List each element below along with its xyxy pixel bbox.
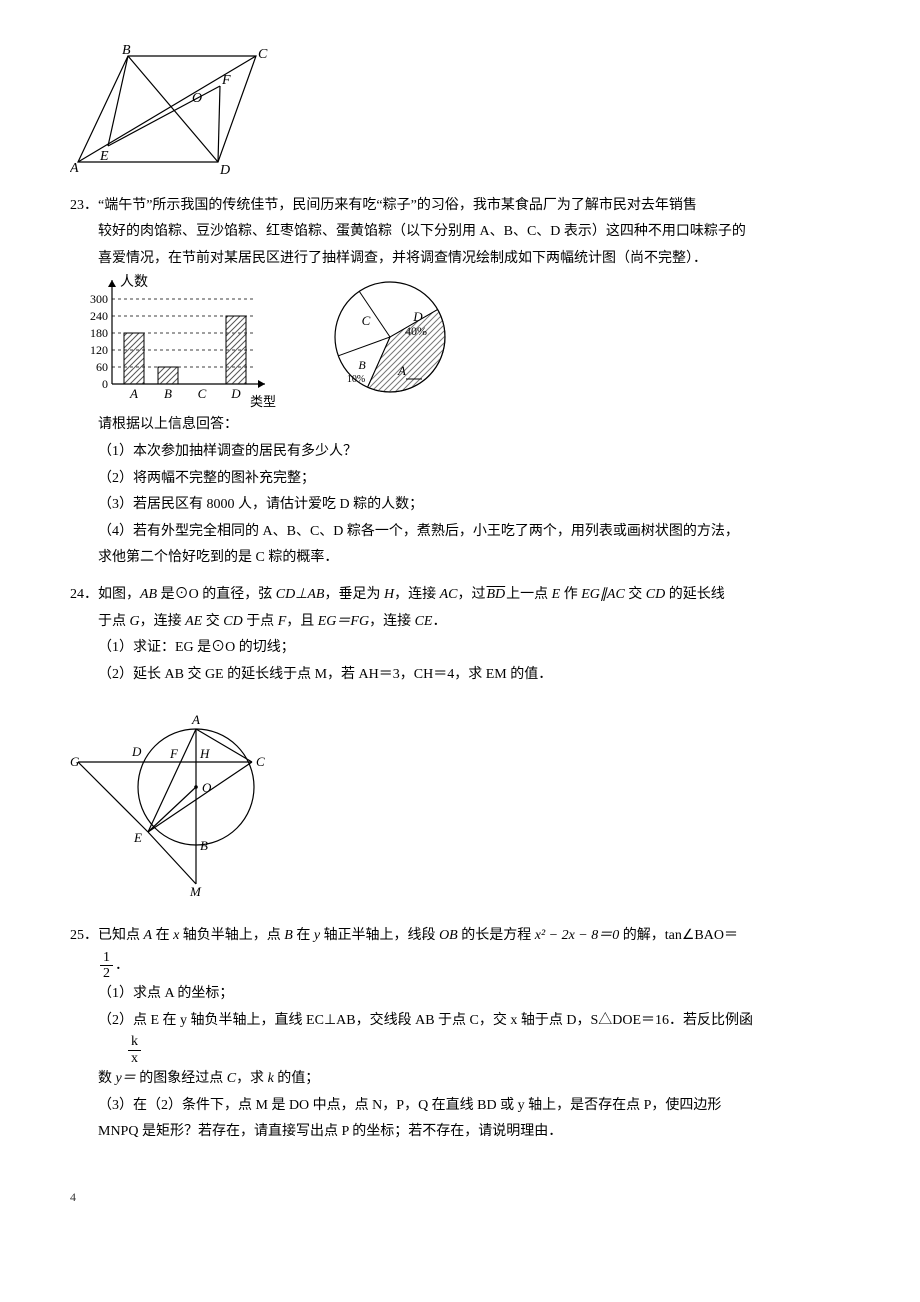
label-E: E [99,149,109,164]
ytick-240: 240 [90,309,108,323]
lbl-B: B [200,838,208,853]
frac-kx: k x [128,1034,141,1066]
problem-23: 23．“端午节”所示我国的传统佳节，民间历来有吃“粽子”的习俗，我市某食品厂为了… [70,193,850,572]
p23-q4b: 求他第二个恰好吃到的是 C 粽的概率． [70,545,850,572]
p23-prompt: 请根据以上信息回答： [70,412,850,439]
bar-xlabel: 类型 [250,394,276,409]
p23-q1: （1）本次参加抽样调查的居民有多少人？ [70,439,850,466]
p25-q2a: （2）点 E 在 y 轴负半轴上，直线 EC⊥AB，交线段 AB 于点 C，交 … [70,1008,850,1035]
p23-num: 23． [70,198,98,213]
pie-C: C [362,313,371,328]
figure-24-svg: A B C D H F E G M O [70,692,280,902]
bar-title: 人数 [120,274,148,290]
p24-num: 24． [70,587,98,602]
page: A B C D E F O 23．“端午节”所示我国的传统佳节，民间历来有吃“粽… [0,0,920,1239]
ytick-120: 120 [90,343,108,357]
lbl-O: O [202,780,212,795]
p23-l2: 较好的肉馅粽、豆沙馅粽、红枣馅粽、蛋黄馅粽（以下分别用 A、B、C、D 表示）这… [70,219,850,246]
label-A: A [70,161,79,174]
lbl-C: C [256,754,265,769]
figure-24: A B C D H F E G M O [70,692,850,913]
lbl-H: H [199,746,210,761]
ytick-0: 0 [102,377,108,391]
pie-chart: D 40% A B 10% C [320,272,470,412]
cat-B: B [164,386,172,401]
p23-l3: 喜爱情况，在节前对某居民区进行了抽样调查，并将调查情况绘制成如下两幅统计图（尚不… [70,246,850,273]
arc-BD: BD [486,587,507,602]
cat-D: D [230,386,241,401]
p23-q3: （3）若居民区有 8000 人，请估计爱吃 D 粽的人数； [70,492,850,519]
label-C: C [258,47,268,62]
p25-num: 25． [70,928,98,943]
p23-l1: “端午节”所示我国的传统佳节，民间历来有吃“粽子”的习俗，我市某食品厂为了解市民… [98,198,697,213]
pie-D: D [412,309,423,324]
p25-q1: （1）求点 A 的坐标； [70,981,850,1008]
figure-22: A B C D E F O [70,44,850,185]
bar-chart: 0 60 120 180 240 300 A B C [80,272,280,412]
page-number: 4 [70,1186,850,1209]
lbl-G: G [70,754,80,769]
charts-row: 0 60 120 180 240 300 A B C [70,272,850,412]
pie-A: A [397,363,406,378]
cat-A: A [129,386,138,401]
lbl-E: E [133,830,142,845]
lbl-D: D [131,744,142,759]
ytick-300: 300 [90,292,108,306]
p23-q2: （2）将两幅不完整的图补充完整； [70,466,850,493]
ytick-180: 180 [90,326,108,340]
figure-22-svg: A B C D E F O [70,44,270,174]
label-B: B [122,44,131,58]
ytick-60: 60 [96,360,108,374]
p23-q4a: （4）若有外型完全相同的 A、B、C、D 粽各一个，煮熟后，小王吃了两个，用列表… [70,519,850,546]
cat-C: C [198,386,207,401]
pie-B-pct: 10% [347,374,365,385]
label-D: D [219,163,230,174]
pie-B: B [358,358,366,372]
pie-D-pct: 40% [405,324,427,338]
label-F: F [221,73,231,88]
p25-q3a: （3）在（2）条件下，点 M 是 DO 中点，点 N，P，Q 在直线 BD 或 … [70,1093,850,1120]
problem-25: 25．已知点 A 在 x 轴负半轴上，点 B 在 y 轴正半轴上，线段 OB 的… [70,923,850,1146]
frac-half: 1 2 [100,950,113,982]
p24-q1: （1）求证：EG 是⊙O 的切线； [70,635,850,662]
p25-q3b: MNPQ 是矩形？若存在，请直接写出点 P 的坐标；若不存在，请说明理由． [70,1119,850,1146]
problem-24: 24．如图，AB 是⊙O 的直径，弦 CD⊥AB，垂足为 H，连接 AC，过BD… [70,582,850,913]
lbl-A: A [191,712,200,727]
lbl-F: F [169,746,179,761]
lbl-M: M [189,884,202,899]
p24-q2: （2）延长 AB 交 GE 的延长线于点 M，若 AH＝3，CH＝4，求 EM … [70,662,850,689]
label-O: O [192,91,202,106]
